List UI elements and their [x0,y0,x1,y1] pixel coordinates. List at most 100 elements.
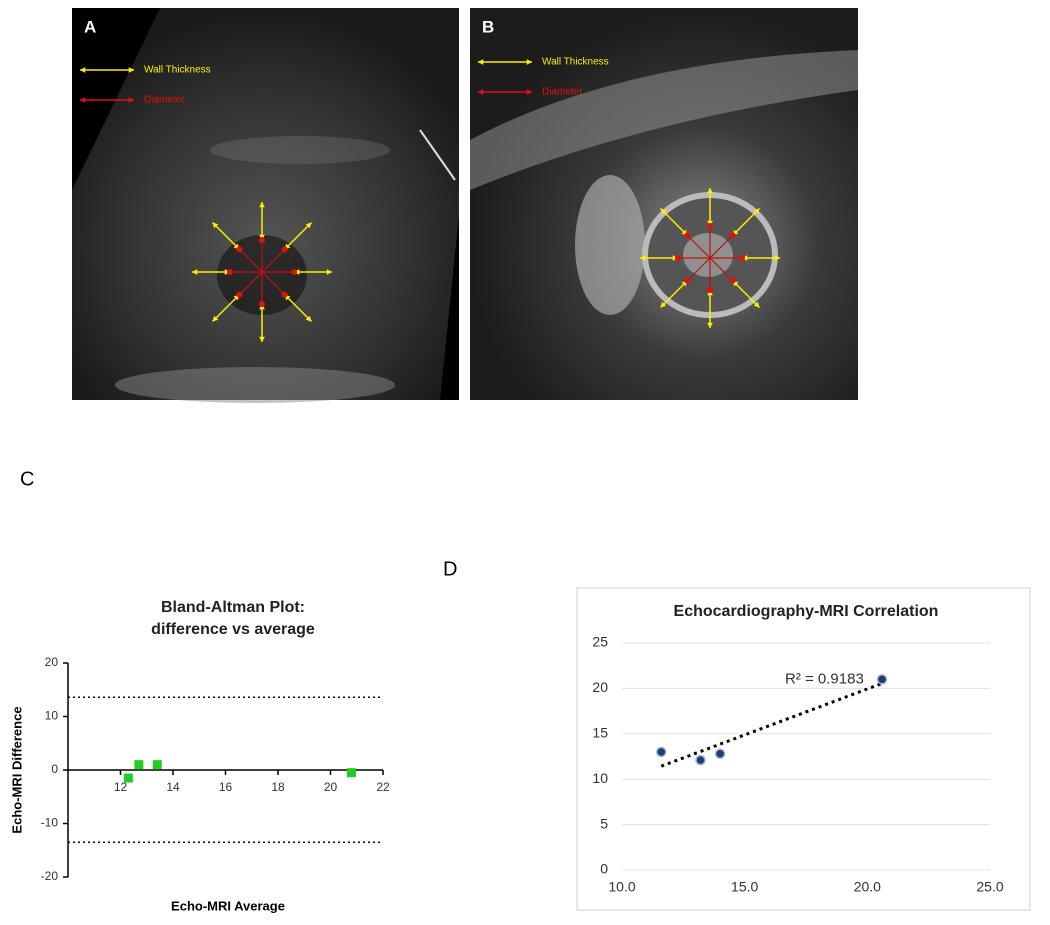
legend-label: Diameter [144,95,185,106]
panel-label: A [84,17,96,36]
y-tick-label: 20 [592,679,608,695]
y-tick-label: 0 [51,762,58,776]
legend-arrow-head [128,67,134,73]
diameter-line [709,257,734,282]
legend-arrow-head [80,67,86,73]
diameter-dot [281,246,288,253]
legend-arrow-head [478,59,484,65]
diameter-dot [259,237,265,243]
diameter-dot [684,232,691,239]
legend-arrow [478,59,532,65]
diameter-dot [675,255,681,261]
wall-arrow-head [753,301,760,308]
wall-arrow-head [259,336,265,342]
y-tick-label: -20 [41,869,59,883]
diameter-line [261,248,286,273]
diameter-dot [236,291,243,298]
y-tick-label: 5 [600,815,608,831]
wall-arrow-head [707,188,713,194]
wall-arrow-head [660,208,667,215]
diameter-line [709,234,734,259]
chart-frame [576,587,1031,911]
legend-arrow-head [526,89,532,95]
wall-arrow-head [753,208,760,215]
chart-title: Bland-Altman Plot: [161,599,305,616]
legend-arrow [80,97,134,103]
wall-arrow-shaft [659,280,688,309]
wall-arrow-head [707,322,713,328]
legend-arrow-head [478,89,484,95]
diameter-line [261,271,286,296]
panel-label: B [482,17,494,36]
diameter-dot [236,246,243,253]
diameter-dot [707,287,713,293]
wall-arrow-head [660,301,667,308]
mri-image [470,8,858,400]
diameter-line [238,248,263,273]
legend-arrow-head [526,59,532,65]
point [347,768,356,778]
panel-label: D [443,558,457,580]
panel-label: C [20,468,34,490]
wall-arrow-head [305,222,312,229]
legend-arrow-head [80,97,86,103]
wall-arrow-head [259,202,265,208]
wall-arrow-shaft [659,207,688,236]
x-tick-label: 14 [166,780,180,794]
legend-arrow-head [128,97,134,103]
legend-label: Diameter [542,87,583,98]
diameter-line [686,257,711,282]
point [714,748,726,760]
chart-title: difference vs average [151,621,315,638]
point [656,746,667,758]
wall-arrow-shaft [284,221,313,250]
legend-arrow [478,89,532,95]
y-axis-label: Echo-MRI Difference [9,706,24,833]
chart-title: Echocardiography-MRI Correlation [674,603,939,620]
y-tick-label: 0 [600,861,608,877]
diameter-dot [291,269,297,275]
trendline [660,682,883,768]
wall-arrow-head [305,315,312,322]
wall-arrow-head [640,255,646,261]
wall-arrow-shaft [732,207,761,236]
legend-arrow [80,67,134,73]
wall-arrow-head [774,255,780,261]
wall-arrow-head [212,315,219,322]
x-axis-label: Echo-MRI Average [171,898,285,913]
x-tick-label: 20.0 [854,879,881,895]
diameter-dot [739,255,745,261]
y-tick-label: 10 [45,709,59,723]
y-tick-label: 10 [592,770,608,786]
diameter-dot [707,223,713,229]
x-tick-label: 25.0 [976,879,1003,895]
legend-label: Wall Thickness [144,65,211,76]
x-tick-label: 10.0 [608,879,635,895]
x-tick-label: 12 [114,780,128,794]
diameter-dot [729,277,736,284]
x-tick-label: 20 [324,780,338,794]
x-tick-label: 22 [376,780,390,794]
y-tick-label: 25 [592,634,608,650]
diameter-dot [259,301,265,307]
diameter-dot [684,277,691,284]
legend-label: Wall Thickness [542,57,609,68]
point [123,773,133,783]
x-tick-label: 16 [219,780,233,794]
wall-arrow-shaft [211,221,240,250]
point [134,760,144,770]
diameter-dot [227,269,233,275]
diameter-line [686,234,711,259]
x-tick-label: 15.0 [731,879,758,895]
wall-arrow [732,207,761,236]
diameter-dot [281,291,288,298]
diameter-dot [729,232,736,239]
y-tick-label: 15 [592,725,608,741]
wall-arrow-shaft [211,294,240,323]
point [695,754,706,766]
point [152,760,162,770]
diameter-line [238,271,263,296]
annotation: R² = 0.9183 [785,670,864,687]
wall-arrow-head [212,222,219,229]
